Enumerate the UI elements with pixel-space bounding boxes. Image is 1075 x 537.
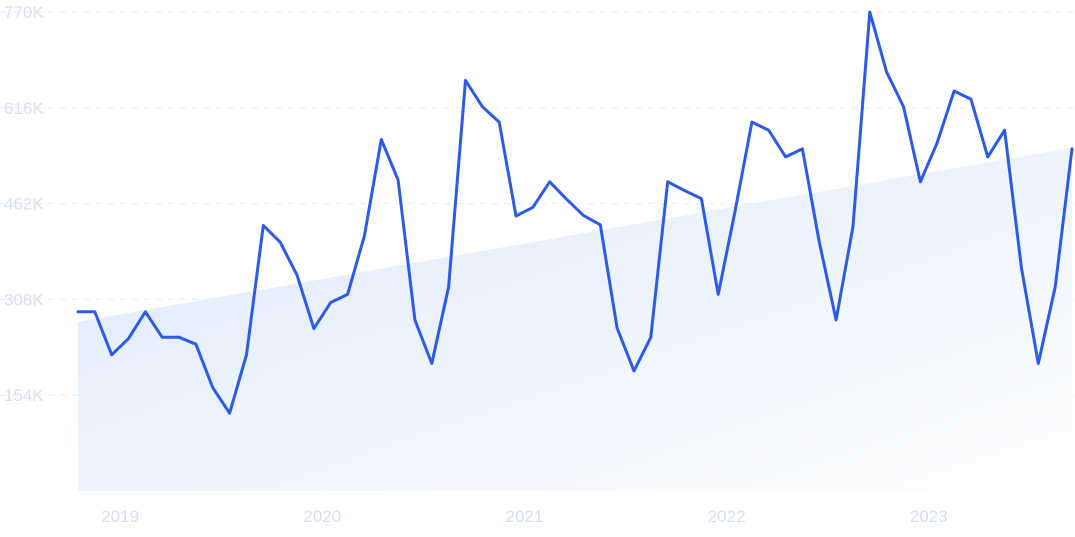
trend-area [78, 147, 1072, 492]
x-axis-labels: 2019 2020 2021 2022 2023 [101, 507, 948, 526]
x-tick-label: 2022 [708, 507, 746, 526]
y-tick-label: 770K [4, 3, 44, 22]
y-tick-label: 154K [4, 386, 44, 405]
y-tick-label: 616K [4, 99, 44, 118]
y-tick-label: 308K [4, 290, 44, 309]
series-line-group [76, 10, 1074, 415]
x-tick-label: 2020 [303, 507, 341, 526]
x-tick-label: 2023 [910, 507, 948, 526]
y-axis-labels: 770K 616K 462K 308K 154K [4, 3, 44, 405]
x-tick-label: 2019 [101, 507, 139, 526]
y-tick-label: 462K [4, 195, 44, 214]
series-line [76, 10, 1074, 415]
trend-area-shape [78, 147, 1072, 492]
x-tick-label: 2021 [506, 507, 544, 526]
